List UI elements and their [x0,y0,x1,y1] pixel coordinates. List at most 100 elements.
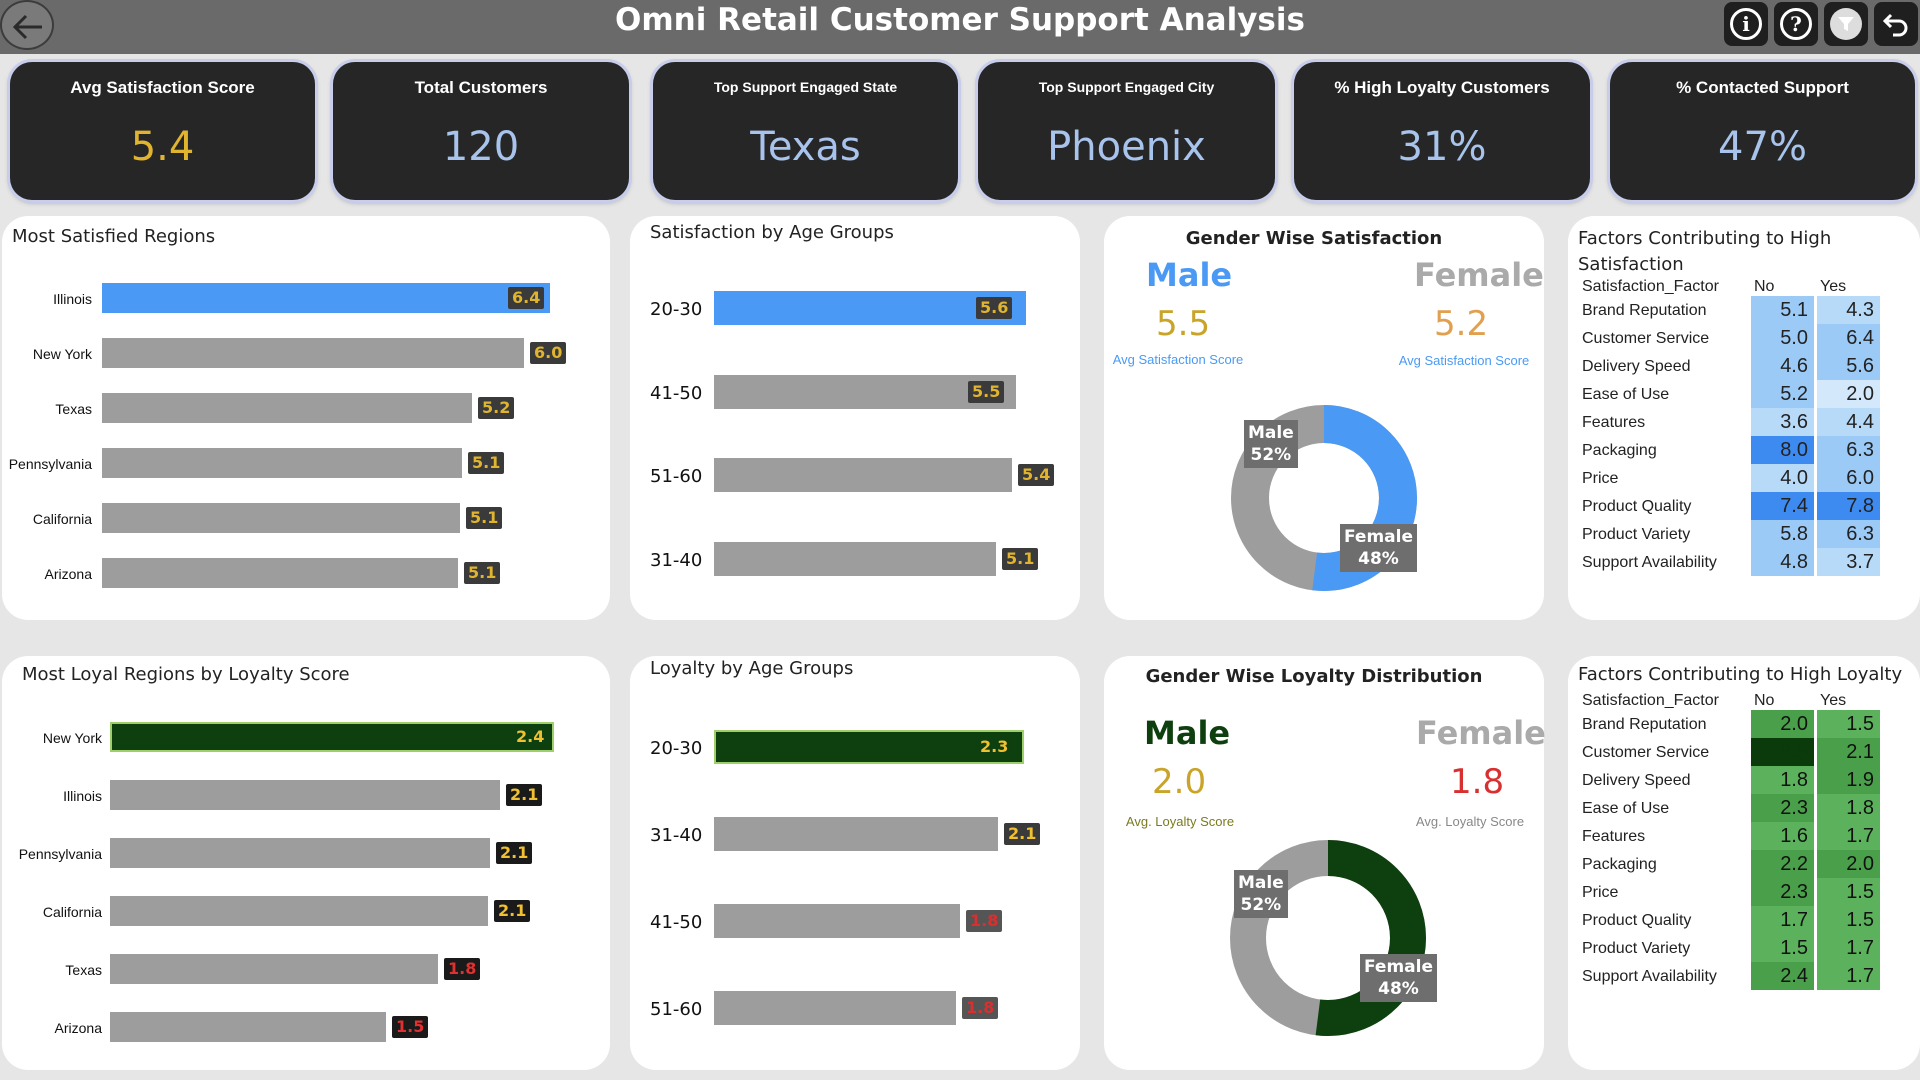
info-button[interactable]: i [1724,2,1768,46]
bar-arizona[interactable] [110,1012,386,1042]
bar-value: 6.0 [530,342,567,364]
matrix-row[interactable]: Brand Reputation 5.1 4.3 [1582,296,1880,324]
factor-value-yes[interactable]: 2.0 [1814,380,1880,408]
factor-value-no[interactable]: 5.0 [1748,324,1814,352]
factor-value-yes[interactable]: 5.6 [1814,352,1880,380]
matrix-row[interactable]: Product Variety 1.5 1.7 [1582,934,1880,962]
factor-value-yes[interactable]: 6.4 [1814,324,1880,352]
factor-value-no[interactable]: 5.8 [1748,520,1814,548]
bar-label: Arizona [44,566,92,582]
bar-texas[interactable] [102,393,472,423]
back-button[interactable] [0,0,54,50]
factor-value-no[interactable]: 2.3 [1748,794,1814,822]
factor-value-no[interactable]: 3.6 [1748,408,1814,436]
factor-value-no[interactable]: 4.8 [1748,548,1814,576]
factor-value-no[interactable]: 8.0 [1748,436,1814,464]
bar-age-31-40[interactable] [714,817,998,851]
bar-illinois[interactable] [102,283,550,313]
bar-age-20-30[interactable] [714,730,1024,764]
bar-age-51-60[interactable] [714,991,956,1025]
factor-value-yes[interactable]: 1.9 [1814,766,1880,794]
factor-value-yes[interactable]: 4.3 [1814,296,1880,324]
bar-california[interactable] [110,896,488,926]
matrix-row[interactable]: Delivery Speed 4.6 5.6 [1582,352,1880,380]
matrix-row[interactable]: Delivery Speed 1.8 1.9 [1582,766,1880,794]
matrix-row[interactable]: Features 1.6 1.7 [1582,822,1880,850]
bar-age-20-30[interactable] [714,291,1026,325]
bar-new-york[interactable] [110,722,554,752]
help-button[interactable]: ? [1774,2,1818,46]
factor-value-yes[interactable]: 1.7 [1814,962,1880,990]
bar-age-31-40[interactable] [714,542,996,576]
filter-button[interactable] [1824,2,1868,46]
factor-label: Brand Reputation [1582,710,1748,738]
factor-value-no[interactable]: 2.5 [1748,738,1814,766]
factor-value-yes[interactable]: 6.3 [1814,520,1880,548]
factor-value-no[interactable]: 4.6 [1748,352,1814,380]
loyalty-donut-chart[interactable] [1226,836,1430,1040]
factor-value-no[interactable]: 1.8 [1748,766,1814,794]
bar-pennsylvania[interactable] [110,838,490,868]
factor-value-no[interactable]: 2.0 [1748,710,1814,738]
factor-value-yes[interactable]: 7.8 [1814,492,1880,520]
factor-value-yes[interactable]: 3.7 [1814,548,1880,576]
factor-value-yes[interactable]: 1.5 [1814,710,1880,738]
matrix-row[interactable]: Price 2.3 1.5 [1582,878,1880,906]
matrix-row[interactable]: Packaging 2.2 2.0 [1582,850,1880,878]
factor-value-yes[interactable]: 1.5 [1814,906,1880,934]
bar-pennsylvania[interactable] [102,448,462,478]
matrix-row[interactable]: Support Availability 2.4 1.7 [1582,962,1880,990]
col-header: Satisfaction_Factor [1582,278,1719,295]
factor-value-yes[interactable]: 1.8 [1814,794,1880,822]
bar-california[interactable] [102,503,460,533]
factor-value-no[interactable]: 1.5 [1748,934,1814,962]
matrix-row[interactable]: Features 3.6 4.4 [1582,408,1880,436]
bar-arizona[interactable] [102,558,458,588]
factor-value-yes[interactable]: 1.7 [1814,934,1880,962]
matrix-row[interactable]: Ease of Use 2.3 1.8 [1582,794,1880,822]
factor-value-no[interactable]: 4.0 [1748,464,1814,492]
factor-value-yes[interactable]: 4.4 [1814,408,1880,436]
factor-value-no[interactable]: 2.3 [1748,878,1814,906]
matrix-row[interactable]: Packaging 8.0 6.3 [1582,436,1880,464]
bar-value: 5.2 [478,397,515,419]
undo-button[interactable] [1874,2,1918,46]
matrix-row[interactable]: Brand Reputation 2.0 1.5 [1582,710,1880,738]
factor-value-yes[interactable]: 2.1 [1814,738,1880,766]
matrix-row[interactable]: Product Quality 1.7 1.5 [1582,906,1880,934]
bar-new-york[interactable] [102,338,524,368]
factor-value-no[interactable]: 5.2 [1748,380,1814,408]
female-score: 5.2 [1434,304,1489,344]
bar-label: Illinois [63,788,102,804]
matrix-row[interactable]: Product Quality 7.4 7.8 [1582,492,1880,520]
factor-value-no[interactable]: 2.2 [1748,850,1814,878]
factor-value-no[interactable]: 1.6 [1748,822,1814,850]
bar-age-51-60[interactable] [714,458,1012,492]
factor-value-yes[interactable]: 6.0 [1814,464,1880,492]
factor-label: Ease of Use [1582,794,1748,822]
kpi-value: 31% [1397,124,1487,170]
factor-value-no[interactable]: 5.1 [1748,296,1814,324]
panel-loyal-regions: Most Loyal Regions by Loyalty Score New … [2,656,610,1070]
matrix-row[interactable]: Price 4.0 6.0 [1582,464,1880,492]
matrix-row[interactable]: Product Variety 5.8 6.3 [1582,520,1880,548]
factor-value-no[interactable]: 2.4 [1748,962,1814,990]
satisfaction-donut-chart[interactable] [1228,402,1420,594]
matrix-row[interactable]: Ease of Use 5.2 2.0 [1582,380,1880,408]
factor-value-no[interactable]: 1.7 [1748,906,1814,934]
factor-value-yes[interactable]: 1.7 [1814,822,1880,850]
factor-value-yes[interactable]: 2.0 [1814,850,1880,878]
bar-age-41-50[interactable] [714,375,1016,409]
factor-value-no[interactable]: 7.4 [1748,492,1814,520]
matrix-row[interactable]: Customer Service 2.5 2.1 [1582,738,1880,766]
bar-texas[interactable] [110,954,438,984]
help-icon: ? [1780,8,1812,40]
info-icon: i [1730,8,1762,40]
matrix-row[interactable]: Customer Service 5.0 6.4 [1582,324,1880,352]
factor-label: Delivery Speed [1582,352,1748,380]
bar-illinois[interactable] [110,780,500,810]
bar-age-41-50[interactable] [714,904,960,938]
matrix-row[interactable]: Support Availability 4.8 3.7 [1582,548,1880,576]
factor-value-yes[interactable]: 1.5 [1814,878,1880,906]
factor-value-yes[interactable]: 6.3 [1814,436,1880,464]
